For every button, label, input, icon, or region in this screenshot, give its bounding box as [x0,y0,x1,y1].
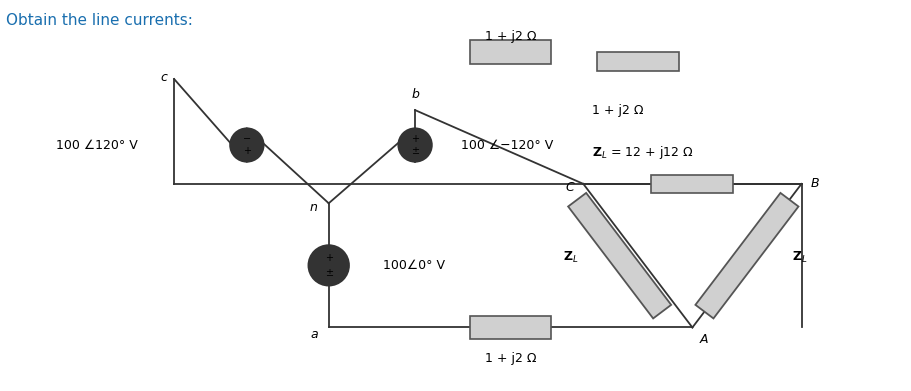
Bar [469,40,551,63]
Text: 1 + j2 Ω: 1 + j2 Ω [592,104,643,117]
Text: A: A [699,333,708,346]
Bar [650,174,732,193]
Text: ±: ± [324,268,333,278]
Polygon shape [568,193,670,318]
Bar [597,52,678,71]
Text: +: + [411,134,419,143]
Text: 100 ∠120° V: 100 ∠120° V [56,138,138,152]
Text: $\mathbf{Z}_L$ = 12 + j12 Ω: $\mathbf{Z}_L$ = 12 + j12 Ω [592,144,693,161]
Text: ±: ± [411,146,419,156]
Polygon shape [695,193,798,318]
Text: 1 + j2 Ω: 1 + j2 Ω [485,352,536,365]
Bar [469,316,551,339]
Text: c: c [160,71,168,84]
Text: +: + [242,146,251,156]
Circle shape [398,128,432,162]
Text: B: B [810,178,818,190]
Text: 100∠0° V: 100∠0° V [383,259,445,272]
Text: n: n [310,201,317,213]
Text: Obtain the line currents:: Obtain the line currents: [6,13,193,28]
Circle shape [230,128,263,162]
Text: 1 + j2 Ω: 1 + j2 Ω [485,30,536,43]
Text: b: b [411,88,418,101]
Circle shape [308,245,349,285]
Text: C: C [565,181,574,194]
Text: $\mathbf{Z}_L$: $\mathbf{Z}_L$ [792,250,807,265]
Text: $\mathbf{Z}_L$: $\mathbf{Z}_L$ [563,250,578,265]
Text: +: + [324,253,333,263]
Text: 100 ∠−120° V: 100 ∠−120° V [460,138,552,152]
Text: −: − [242,134,251,143]
Text: a: a [310,328,317,341]
